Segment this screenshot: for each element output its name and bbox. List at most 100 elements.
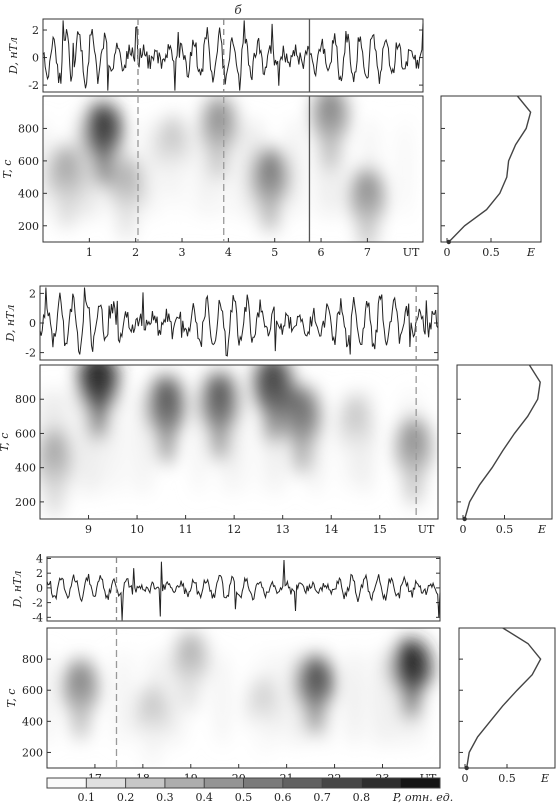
spectrum-blobs bbox=[43, 96, 411, 242]
y-axis-label: D, нТл bbox=[11, 570, 24, 608]
y-tick-label: 2 bbox=[36, 567, 43, 580]
x-axis-unit: UT bbox=[418, 523, 435, 536]
spectrum bbox=[40, 365, 431, 518]
colorbar-tick-label: 0.6 bbox=[274, 791, 292, 804]
y-tick-label: 200 bbox=[22, 746, 43, 759]
figure-label: б bbox=[234, 3, 242, 17]
heatmap-frame bbox=[42, 95, 424, 243]
x-tick-label: 3 bbox=[179, 246, 186, 259]
y-tick-label: 800 bbox=[15, 393, 36, 406]
colorbar-swatch bbox=[164, 778, 205, 788]
spectrum-blobs bbox=[47, 631, 431, 767]
spectrum-streak bbox=[112, 649, 125, 747]
spectrum-blob bbox=[211, 405, 228, 462]
spectrum-blob bbox=[264, 388, 281, 445]
colorbar-swatch bbox=[322, 778, 362, 788]
y-tick-label: 200 bbox=[18, 220, 39, 233]
y-axis-label: T, с bbox=[5, 689, 18, 708]
x-tick-label: 2 bbox=[132, 246, 139, 259]
colorbar-tick-label: 0.2 bbox=[117, 791, 135, 804]
colorbar-label: P, отн. ед. bbox=[392, 791, 453, 804]
energy-point bbox=[462, 516, 467, 522]
spectrum-blob bbox=[157, 115, 188, 174]
y-axis-label: D, нТл bbox=[7, 37, 20, 75]
y-tick-label: 400 bbox=[18, 187, 39, 200]
x-tick-label: 7 bbox=[364, 246, 371, 259]
x-tick-label: 0.5 bbox=[482, 246, 500, 259]
spectrum-blob bbox=[262, 180, 279, 233]
spectrum-blob bbox=[164, 147, 181, 201]
x-tick-label: 9 bbox=[85, 523, 92, 536]
colorbar: 0.1 0.2 0.3 0.4 0.5 0.6 0.7 0.8 P, отн. ед. bbox=[46, 777, 453, 804]
spectrum-blob bbox=[307, 685, 324, 736]
y-axis-label: T, с bbox=[0, 433, 11, 452]
spectrum-blob bbox=[110, 156, 143, 215]
spectrum-blob bbox=[350, 167, 385, 226]
x-tick-label: 11 bbox=[179, 523, 193, 536]
spectrum-blob bbox=[46, 462, 63, 518]
spectrum-blob bbox=[147, 375, 185, 437]
x-tick-label: 15 bbox=[373, 523, 387, 536]
energy-frame bbox=[456, 364, 553, 520]
spectrum-blob bbox=[95, 134, 112, 188]
x-tick-label: 6 bbox=[318, 246, 325, 259]
spectrum bbox=[43, 96, 411, 242]
colorbar-tick-label: 0.4 bbox=[195, 791, 213, 804]
x-axis-label: E bbox=[540, 772, 549, 785]
heatmap-frame bbox=[39, 364, 439, 520]
spectrum-blob bbox=[284, 385, 320, 448]
spectrum-blob bbox=[63, 659, 98, 716]
spectrum-streak bbox=[43, 117, 50, 221]
spectrum-blob bbox=[90, 385, 107, 441]
spectrum-blob bbox=[72, 689, 89, 741]
colorbar-swatch bbox=[47, 778, 87, 788]
x-tick-label: 13 bbox=[276, 523, 290, 536]
colorbar-tick-label: 0.8 bbox=[353, 791, 371, 804]
spectrum-streak bbox=[47, 649, 54, 747]
x-tick-label: 1 bbox=[86, 246, 93, 259]
spectrum-blob bbox=[252, 147, 288, 207]
colorbar-tick-label: 0.3 bbox=[156, 791, 174, 804]
colorbar-swatch bbox=[400, 778, 441, 788]
x-tick-label: 10 bbox=[130, 523, 144, 536]
colorbar-tick-label: 0.1 bbox=[78, 791, 96, 804]
energy-point bbox=[446, 239, 451, 245]
x-axis-label: E bbox=[526, 246, 535, 259]
spectrum-blob bbox=[322, 118, 339, 171]
colorbar-swatch bbox=[204, 778, 244, 788]
x-tick-label: 12 bbox=[227, 523, 241, 536]
spectrum-streak bbox=[111, 388, 124, 496]
signal-trace bbox=[42, 20, 424, 91]
spectrum-blob bbox=[403, 669, 420, 721]
y-tick-label: 400 bbox=[15, 462, 36, 475]
energy-frame bbox=[458, 627, 556, 769]
spectrum-blob bbox=[84, 102, 123, 161]
spectrum-blob bbox=[294, 419, 311, 475]
x-tick-label: 0.5 bbox=[498, 772, 516, 785]
spectrum-blob bbox=[211, 128, 228, 181]
x-tick-label: 14 bbox=[324, 523, 338, 536]
spectrum-blob bbox=[347, 427, 364, 484]
y-tick-label: 600 bbox=[15, 427, 36, 440]
y-tick-label: -2 bbox=[28, 79, 39, 92]
spectrum-blob bbox=[144, 716, 161, 767]
y-tick-label: 800 bbox=[18, 122, 39, 135]
spectrum-blob bbox=[158, 409, 175, 465]
signal-trace bbox=[39, 287, 439, 357]
spectrum-streak bbox=[241, 117, 254, 221]
spectrum-blob bbox=[40, 428, 71, 490]
heatmap-frame bbox=[46, 627, 441, 769]
y-tick-label: -2 bbox=[32, 597, 43, 610]
spectrum-blob bbox=[58, 176, 75, 230]
signal-trace bbox=[46, 559, 441, 621]
spectrum-blob bbox=[174, 631, 207, 688]
y-tick-label: 0 bbox=[32, 52, 39, 65]
y-tick-label: 800 bbox=[22, 653, 43, 666]
spectrum bbox=[47, 631, 431, 767]
x-axis-label: E bbox=[537, 523, 546, 536]
y-tick-label: 0 bbox=[29, 317, 36, 330]
x-tick-label: 4 bbox=[225, 246, 232, 259]
spectrum-streak bbox=[123, 649, 136, 747]
x-tick-label: 5 bbox=[271, 246, 278, 259]
